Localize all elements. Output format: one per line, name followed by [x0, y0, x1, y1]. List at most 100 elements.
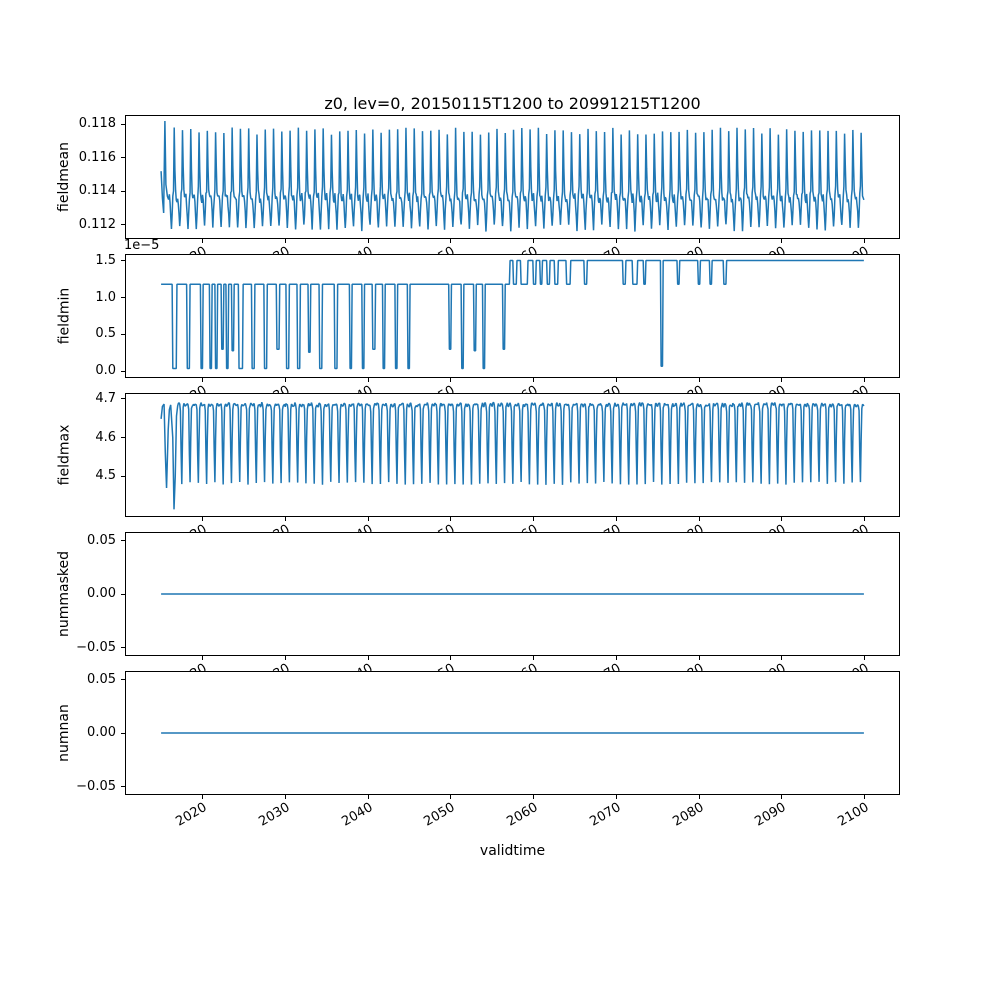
x-tick-label: 2040	[339, 800, 376, 830]
y-tick-mark	[121, 786, 125, 787]
x-tick-mark	[367, 656, 369, 660]
x-tick-mark	[864, 656, 866, 660]
x-tick-mark	[202, 239, 204, 243]
x-tick-mark	[781, 517, 783, 521]
x-tick-band: 2020 2030 2040 2050 2060 2070 2080 2090 2100	[106, 379, 926, 393]
y-tick-mark	[121, 593, 125, 595]
x-tick-label: 2090	[753, 661, 789, 671]
y-axis-label-wrap: fieldmax	[54, 394, 74, 516]
x-tick-mark	[781, 378, 783, 382]
subplot-fieldmin: 0.0 0.5 1.0 1.5 2020 2030 2040 2050 2060 2070 2080…	[56, 238, 900, 393]
y-tick-mark	[121, 437, 125, 439]
x-tick-mark	[698, 239, 700, 243]
x-tick-mark	[450, 795, 452, 799]
x-tick-label: 2070	[587, 244, 623, 254]
y-axis-label: fieldmin	[56, 287, 73, 345]
x-tick-label: 2060	[505, 244, 541, 254]
x-tick-mark	[698, 656, 700, 660]
x-tick-mark	[698, 378, 700, 382]
x-tick-mark	[284, 378, 286, 382]
x-tick-label: 2080	[670, 244, 706, 254]
x-tick-mark	[284, 517, 286, 521]
y-tick-label: −0.05	[76, 778, 116, 794]
x-tick-label: 2100	[836, 383, 872, 393]
x-tick-mark	[450, 656, 452, 660]
x-tick-label: 2020	[173, 522, 209, 532]
x-tick-mark	[698, 795, 700, 799]
y-tick-mark	[121, 539, 125, 541]
y-tick-mark	[121, 260, 125, 262]
x-tick-label: 2050	[421, 800, 458, 830]
x-tick-label: 2070	[587, 383, 623, 393]
y-tick-label: 0.118	[78, 116, 116, 132]
line-series-canvas-numnan	[126, 672, 899, 794]
x-tick-mark	[284, 656, 286, 660]
x-tick-label: 2030	[256, 800, 293, 830]
y-axis-label: fieldmax	[56, 424, 72, 486]
x-tick-label: 2060	[504, 800, 541, 830]
x-tick-label: 2070	[587, 661, 623, 671]
x-tick-mark	[202, 378, 204, 382]
x-tick-band: 2020 2030 2040 2050 2060 2070 2080 2090 2100	[106, 657, 926, 671]
y-axis-label: numnan	[56, 704, 72, 762]
x-tick-label: 2060	[505, 661, 541, 671]
y-tick-mark	[121, 475, 125, 477]
x-tick-band: 2020 2030 2040 2050 2060 2070 2080 2090 2100	[106, 796, 926, 836]
y-tick-label: 0.05	[87, 532, 116, 548]
axis-scale-offset-label: 1e−5	[124, 238, 160, 253]
x-tick-mark	[367, 378, 369, 382]
x-tick-mark	[533, 239, 535, 243]
x-tick-label: 2050	[422, 661, 458, 671]
x-tick-label: 2070	[587, 522, 623, 532]
x-tick-label: 2020	[173, 244, 209, 254]
x-tick-label: 2040	[339, 661, 375, 671]
x-tick-label: 2100	[836, 244, 872, 254]
x-tick-label: 2080	[670, 383, 706, 393]
line-series-canvas-fieldmin	[126, 255, 899, 377]
y-axis-label-wrap: numnan	[54, 672, 74, 794]
y-axis-label-wrap: nummasked	[54, 533, 74, 655]
x-tick-mark	[615, 517, 617, 521]
x-tick-label: 2080	[670, 522, 706, 532]
y-axis-label: fieldmean	[56, 142, 73, 212]
x-tick-mark	[864, 795, 866, 799]
y-axis-label: nummasked	[56, 550, 73, 638]
x-tick-mark	[698, 517, 700, 521]
x-tick-mark	[781, 795, 783, 799]
x-tick-label: 2030	[256, 383, 292, 393]
figure-title: z0, lev=0, 20150115T1200 to 20991215T120…	[324, 94, 701, 113]
y-tick-mark	[121, 647, 125, 648]
x-tick-mark	[284, 795, 286, 799]
x-axis-title: validtime	[479, 843, 546, 859]
x-tick-mark	[864, 517, 866, 521]
y-tick-label: 0.112	[78, 216, 116, 232]
y-tick-label: 0.05	[87, 671, 116, 687]
y-tick-label: 0.114	[78, 183, 116, 199]
subplot-nummasked: −0.05 0.00 0.05 2020 2030 2040 2050 2060 2070 208…	[56, 532, 900, 671]
x-tick-label: 2030	[256, 244, 292, 254]
x-tick-label: 2020	[173, 800, 210, 830]
y-tick-label: 0.0	[95, 363, 116, 379]
y-axis-label-wrap: fieldmin	[54, 255, 74, 377]
x-tick-mark	[615, 378, 617, 382]
x-tick-label: 2060	[505, 522, 541, 532]
x-tick-label: 2030	[256, 661, 292, 671]
y-tick-mark	[121, 123, 125, 125]
x-tick-mark	[615, 795, 617, 799]
x-tick-mark	[202, 517, 204, 521]
x-tick-label: 2080	[670, 661, 706, 671]
y-tick-label: 1.0	[95, 289, 116, 305]
line-series-canvas-fieldmean	[126, 116, 899, 238]
x-tick-mark	[450, 517, 452, 521]
y-tick-mark	[121, 224, 125, 226]
y-tick-label: 1.5	[95, 252, 116, 268]
x-tick-label: 2090	[753, 522, 789, 532]
x-tick-mark	[450, 239, 452, 243]
x-tick-mark	[533, 378, 535, 382]
x-tick-label: 2100	[836, 661, 872, 671]
y-tick-label: 0.00	[87, 725, 116, 740]
x-tick-label: 2080	[670, 800, 707, 830]
y-tick-label: 0.116	[78, 149, 116, 165]
x-tick-label: 2100	[835, 800, 872, 830]
